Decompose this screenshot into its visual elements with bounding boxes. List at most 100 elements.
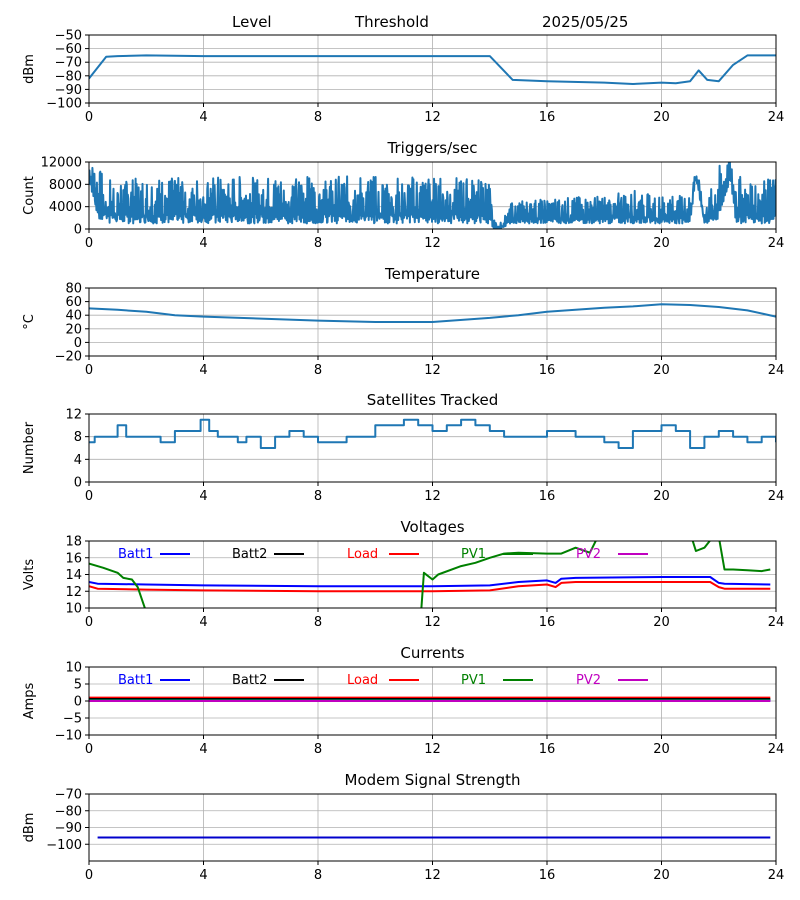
x-tick-label: 8 bbox=[314, 363, 322, 378]
x-tick-label: 20 bbox=[653, 868, 670, 883]
x-tick-label: 12 bbox=[424, 742, 441, 757]
x-tick-label: 16 bbox=[539, 363, 556, 378]
y-tick-label: 10 bbox=[65, 602, 82, 617]
series-line-2 bbox=[89, 581, 771, 593]
y-axis-label: Number bbox=[22, 421, 37, 474]
x-tick-label: 16 bbox=[539, 236, 556, 251]
chart-panel-4: 0 4 8 12 16 20 24 0 4 8 12 Satellites Tracked Number bbox=[22, 391, 784, 504]
x-tick-label: 0 bbox=[85, 489, 93, 504]
x-tick-label: 8 bbox=[314, 236, 322, 251]
x-tick-label: 24 bbox=[768, 363, 785, 378]
y-tick-label: −70 bbox=[55, 56, 82, 71]
x-tick-label: 24 bbox=[768, 236, 785, 251]
series-line-1 bbox=[89, 418, 776, 449]
x-tick-label: 0 bbox=[85, 615, 93, 630]
x-tick-label: 4 bbox=[199, 110, 207, 125]
y-tick-label: 12 bbox=[65, 408, 82, 423]
y-tick-label: 10 bbox=[65, 661, 82, 676]
x-tick-label: 24 bbox=[768, 615, 785, 630]
legend-label: Batt2 bbox=[232, 673, 267, 688]
y-tick-label: 12000 bbox=[41, 156, 82, 171]
x-tick-label: 4 bbox=[199, 489, 207, 504]
y-axis-label: Count bbox=[22, 176, 37, 215]
legend-label: Load bbox=[347, 547, 378, 562]
chart-title: Triggers/sec bbox=[387, 139, 478, 157]
y-tick-label: 20 bbox=[65, 322, 82, 337]
chart-title: Temperature bbox=[384, 265, 480, 283]
x-tick-label: 8 bbox=[314, 615, 322, 630]
x-tick-label: 12 bbox=[424, 110, 441, 125]
x-tick-label: 4 bbox=[199, 742, 207, 757]
x-tick-label: 24 bbox=[768, 110, 785, 125]
x-tick-label: 12 bbox=[424, 489, 441, 504]
chart-panel-7: 0 4 8 12 16 20 24 −100 −90 −80−70 Modem Signal Str… bbox=[22, 771, 784, 883]
x-tick-label: 16 bbox=[539, 868, 556, 883]
y-tick-label: −80 bbox=[55, 804, 82, 819]
x-tick-label: 20 bbox=[653, 110, 670, 125]
x-tick-label: 8 bbox=[314, 868, 322, 883]
chart-panel-1: 0 4 8 12 16 20 24 −100−90−80−70−60−50 dBm bbox=[22, 29, 784, 126]
x-tick-label: 20 bbox=[653, 742, 670, 757]
y-tick-label: 16 bbox=[65, 551, 82, 566]
x-tick-label: 20 bbox=[653, 363, 670, 378]
y-tick-label: −60 bbox=[55, 42, 82, 57]
y-axis-label: Amps bbox=[22, 682, 37, 719]
y-tick-label: 12 bbox=[65, 585, 82, 600]
chart-title: Voltages bbox=[400, 518, 464, 536]
y-tick-label: 80 bbox=[65, 282, 82, 297]
plot-area bbox=[89, 541, 771, 608]
y-tick-label: −70 bbox=[55, 788, 82, 803]
y-tick-label: −90 bbox=[55, 821, 82, 836]
legend-label: PV1 bbox=[461, 673, 486, 688]
y-tick-label: −20 bbox=[55, 350, 82, 365]
y-tick-label: 4000 bbox=[49, 200, 82, 215]
x-tick-label: 24 bbox=[768, 489, 785, 504]
x-tick-label: 20 bbox=[653, 615, 670, 630]
y-tick-label: 40 bbox=[65, 309, 82, 324]
y-axis-label: dBm bbox=[22, 54, 37, 84]
plot-area bbox=[89, 696, 771, 702]
x-tick-label: 16 bbox=[539, 110, 556, 125]
y-tick-label: −100 bbox=[46, 838, 82, 853]
y-tick-label: 0 bbox=[74, 223, 82, 238]
y-tick-label: 60 bbox=[65, 295, 82, 310]
chart-title: Satellites Tracked bbox=[367, 391, 498, 409]
y-tick-label: −5 bbox=[63, 712, 82, 727]
level-header-label: Level bbox=[232, 13, 272, 31]
y-tick-label: 5 bbox=[74, 678, 82, 693]
plot-area bbox=[89, 54, 776, 85]
y-tick-label: −10 bbox=[55, 729, 82, 744]
legend-label: PV2 bbox=[576, 547, 601, 562]
x-tick-label: 16 bbox=[539, 489, 556, 504]
y-tick-label: 0 bbox=[74, 336, 82, 351]
x-tick-label: 0 bbox=[85, 110, 93, 125]
x-tick-label: 16 bbox=[539, 742, 556, 757]
threshold-header-label: Threshold bbox=[354, 13, 429, 31]
x-tick-label: 4 bbox=[199, 615, 207, 630]
x-tick-label: 0 bbox=[85, 868, 93, 883]
series-line-1 bbox=[89, 303, 776, 323]
series-line-1 bbox=[89, 576, 771, 588]
y-tick-label: 14 bbox=[65, 568, 82, 583]
x-tick-label: 8 bbox=[314, 110, 322, 125]
y-tick-label: −80 bbox=[55, 69, 82, 84]
x-tick-label: 4 bbox=[199, 236, 207, 251]
x-tick-label: 12 bbox=[424, 236, 441, 251]
x-tick-label: 8 bbox=[314, 489, 322, 504]
y-tick-label: 18 bbox=[65, 535, 82, 550]
x-tick-label: 12 bbox=[424, 868, 441, 883]
plot-area bbox=[89, 162, 776, 229]
legend-label: PV2 bbox=[576, 673, 601, 688]
x-tick-label: 0 bbox=[85, 236, 93, 251]
y-tick-label: 4 bbox=[74, 453, 82, 468]
x-tick-label: 4 bbox=[199, 868, 207, 883]
y-tick-label: −50 bbox=[55, 29, 82, 44]
x-tick-label: 24 bbox=[768, 742, 785, 757]
y-tick-label: 8000 bbox=[49, 178, 82, 193]
x-tick-label: 20 bbox=[653, 489, 670, 504]
y-axis-label: dBm bbox=[22, 813, 37, 843]
series-line-3 bbox=[89, 541, 771, 608]
